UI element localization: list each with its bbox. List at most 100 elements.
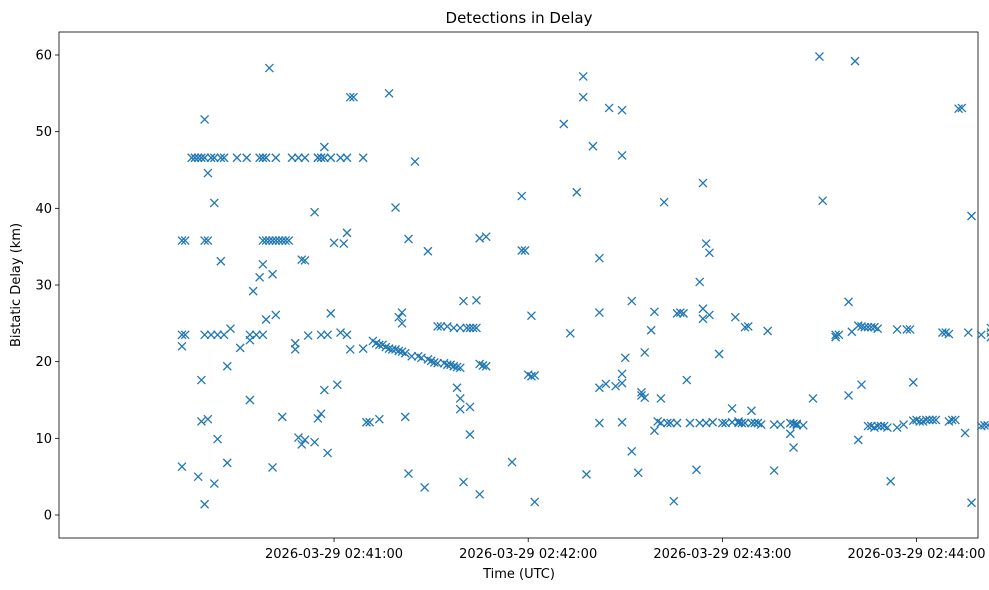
data-point bbox=[740, 322, 750, 332]
data-point bbox=[255, 272, 265, 282]
data-point bbox=[530, 497, 540, 507]
data-point bbox=[407, 351, 417, 361]
plot-area bbox=[58, 31, 979, 539]
data-point bbox=[857, 380, 866, 390]
chart-title: Detections in Delay bbox=[446, 9, 593, 27]
data-point bbox=[860, 322, 870, 332]
data-point bbox=[633, 468, 643, 478]
data-point bbox=[814, 52, 824, 61]
data-point bbox=[708, 417, 718, 427]
data-point bbox=[656, 418, 666, 428]
data-point bbox=[789, 443, 799, 452]
data-point bbox=[268, 236, 278, 245]
data-point bbox=[293, 433, 303, 443]
data-point bbox=[255, 153, 265, 163]
data-point bbox=[271, 236, 281, 245]
data-point bbox=[594, 308, 604, 318]
data-point bbox=[177, 462, 187, 472]
data-point bbox=[222, 361, 232, 371]
data-point bbox=[345, 344, 355, 354]
data-point bbox=[944, 329, 954, 339]
data-point bbox=[714, 349, 724, 359]
data-point bbox=[271, 153, 281, 163]
data-point bbox=[374, 414, 384, 424]
data-point bbox=[361, 417, 371, 427]
data-point bbox=[206, 153, 216, 163]
data-point bbox=[698, 314, 708, 324]
data-point bbox=[931, 415, 941, 425]
data-point bbox=[277, 412, 287, 422]
x-tick-label: 2026-03-29 02:41:00 bbox=[265, 547, 403, 562]
data-point bbox=[264, 236, 274, 245]
data-point bbox=[245, 395, 255, 405]
data-point bbox=[957, 103, 967, 113]
data-point bbox=[313, 153, 323, 163]
data-point bbox=[209, 198, 219, 208]
data-point bbox=[319, 385, 329, 395]
data-point bbox=[672, 308, 682, 318]
data-point bbox=[226, 324, 235, 334]
data-point bbox=[662, 418, 672, 428]
data-point bbox=[588, 141, 598, 151]
data-point bbox=[203, 236, 213, 245]
data-point bbox=[908, 377, 918, 387]
data-point bbox=[478, 361, 488, 370]
data-point bbox=[222, 458, 232, 468]
data-point bbox=[400, 348, 410, 358]
data-point bbox=[465, 323, 475, 333]
data-point bbox=[831, 330, 841, 340]
data-point bbox=[611, 381, 621, 391]
data-point bbox=[937, 328, 947, 337]
data-point bbox=[274, 236, 284, 245]
data-point bbox=[899, 420, 909, 429]
data-point bbox=[442, 321, 452, 331]
data-point bbox=[329, 238, 339, 248]
data-point bbox=[293, 153, 303, 163]
data-point bbox=[704, 310, 714, 320]
data-point bbox=[468, 323, 478, 333]
data-point bbox=[876, 421, 886, 431]
data-point bbox=[180, 330, 190, 340]
data-point bbox=[284, 236, 294, 245]
data-point bbox=[578, 72, 588, 81]
data-point bbox=[617, 105, 627, 115]
data-point bbox=[219, 153, 229, 163]
data-point bbox=[310, 207, 320, 217]
data-point bbox=[517, 246, 527, 255]
data-point bbox=[559, 119, 569, 129]
data-point bbox=[261, 153, 271, 163]
data-point bbox=[177, 341, 187, 351]
data-point bbox=[695, 418, 705, 428]
data-point bbox=[882, 423, 892, 433]
data-point bbox=[394, 346, 404, 356]
data-points bbox=[177, 52, 989, 509]
data-point bbox=[921, 415, 931, 425]
data-point bbox=[242, 153, 252, 163]
data-point bbox=[459, 296, 468, 306]
data-point bbox=[892, 325, 902, 334]
data-point bbox=[980, 420, 989, 430]
data-point bbox=[734, 418, 744, 428]
data-point bbox=[310, 437, 320, 447]
data-point bbox=[313, 413, 323, 423]
data-point bbox=[808, 394, 818, 403]
x-axis-label: Time (UTC) bbox=[482, 567, 555, 582]
data-point bbox=[200, 114, 210, 124]
data-point bbox=[637, 387, 646, 397]
data-point bbox=[776, 420, 786, 429]
data-point bbox=[976, 330, 986, 340]
y-tick-label: 60 bbox=[35, 49, 52, 64]
data-point bbox=[209, 479, 219, 489]
data-point bbox=[200, 153, 210, 163]
data-point bbox=[928, 415, 938, 425]
data-point bbox=[844, 297, 854, 307]
data-point bbox=[682, 375, 692, 385]
data-point bbox=[235, 343, 245, 353]
data-point bbox=[358, 344, 368, 354]
data-point bbox=[669, 496, 679, 506]
data-point bbox=[319, 142, 329, 152]
data-point bbox=[449, 361, 459, 371]
data-point bbox=[743, 321, 753, 331]
data-point bbox=[892, 423, 902, 433]
data-point bbox=[200, 330, 210, 340]
